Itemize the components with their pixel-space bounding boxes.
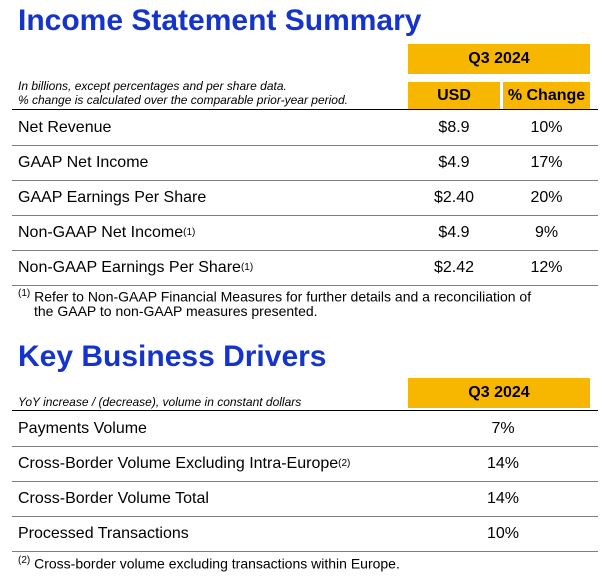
row-rule — [12, 551, 598, 552]
row-label: Payments Volume — [18, 411, 147, 446]
section-title: Key Business Drivers — [18, 340, 327, 373]
header-rule — [12, 410, 598, 411]
label-text: Net Revenue — [18, 118, 112, 136]
row-label: Processed Transactions — [18, 516, 189, 551]
header-rule — [12, 109, 598, 110]
row-label: GAAP Earnings Per Share — [18, 180, 206, 215]
note: YoY increase / (decrease), volume in con… — [18, 395, 302, 409]
period-header: Q3 2024 — [408, 44, 590, 74]
label-text: Cross-Border Volume Total — [18, 489, 209, 507]
row-rule — [12, 145, 598, 146]
usd-value: $4.9 — [438, 223, 470, 241]
driver-value: 10% — [486, 524, 520, 542]
change-value: 9% — [534, 223, 559, 241]
change-value: 10% — [530, 118, 563, 136]
footnote-ref: (1) — [18, 288, 31, 299]
row-rule — [12, 180, 598, 181]
footnote-ref: (1) — [240, 262, 254, 273]
footnote-text: Cross-border volume excluding transactio… — [34, 555, 400, 572]
row-rule — [12, 481, 598, 482]
label-text: Cross-Border Volume Excluding Intra-Euro… — [18, 454, 339, 472]
usd-value: $2.42 — [433, 258, 475, 276]
note: % change is calculated over the comparab… — [18, 93, 348, 107]
usd-value: $4.9 — [438, 153, 470, 171]
label-text: Processed Transactions — [18, 524, 189, 542]
row-label: Non-GAAP Net Income (1) — [18, 215, 195, 250]
label-text: Non-GAAP Earnings Per Share — [18, 258, 241, 276]
column-header: USD — [408, 82, 500, 109]
row-rule — [12, 215, 598, 216]
footnote-ref: (2) — [338, 458, 351, 469]
row-label: Non-GAAP Earnings Per Share (1) — [18, 250, 253, 285]
footnote: (2) Cross-border volume excluding transa… — [18, 555, 400, 572]
row-label: GAAP Net Income — [18, 145, 148, 180]
note: In billions, except percentages and per … — [18, 79, 287, 93]
driver-value: 7% — [491, 419, 515, 437]
label-text: GAAP Net Income — [18, 153, 149, 171]
label-text: Payments Volume — [18, 419, 147, 437]
footnote-ref: (1) — [183, 227, 196, 238]
footnote-ref: (2) — [18, 555, 31, 566]
usd-value: $8.9 — [438, 118, 470, 136]
row-label: Net Revenue — [18, 110, 111, 145]
change-value: 12% — [530, 258, 563, 276]
row-label: Cross-Border Volume Total — [18, 481, 209, 516]
driver-value: 14% — [486, 454, 520, 472]
footnote-text: the GAAP to non-GAAP measures presented. — [34, 303, 318, 319]
change-value: 17% — [530, 153, 563, 171]
label-text: GAAP Earnings Per Share — [18, 188, 207, 206]
row-rule — [12, 285, 598, 286]
label-text: Non-GAAP Net Income — [18, 223, 184, 241]
footnote: the GAAP to non-GAAP measures presented. — [34, 303, 318, 319]
column-header: % Change — [503, 82, 590, 109]
row-rule — [12, 446, 598, 447]
usd-value: $2.40 — [433, 188, 475, 206]
change-value: 20% — [530, 188, 563, 206]
footnote: (1) Refer to Non-GAAP Financial Measures… — [18, 288, 531, 305]
row-rule — [12, 516, 598, 517]
footnote-text: Refer to Non-GAAP Financial Measures for… — [34, 288, 532, 305]
section-title: Income Statement Summary — [18, 4, 422, 37]
row-label: Cross-Border Volume Excluding Intra-Euro… — [18, 446, 350, 481]
row-rule — [12, 250, 598, 251]
driver-value: 14% — [486, 489, 520, 507]
period-header: Q3 2024 — [408, 378, 590, 408]
